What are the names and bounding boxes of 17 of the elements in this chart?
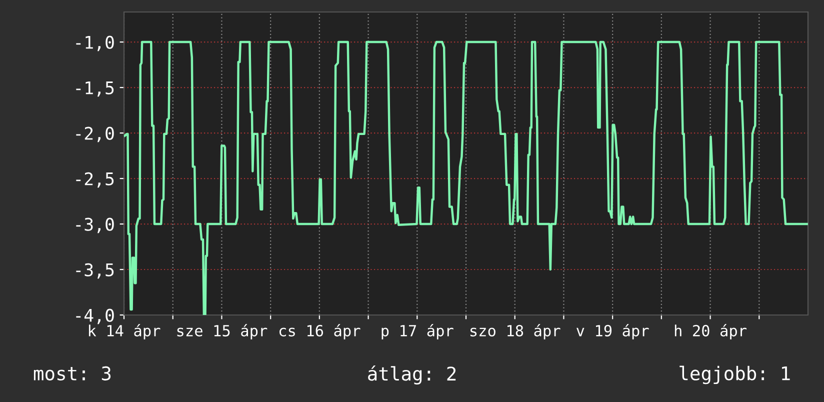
x-tick-label: k 14 ápr — [88, 324, 160, 340]
text: legjobb: 1 — [680, 366, 790, 384]
text: most: 3 — [34, 366, 111, 380]
y-tick-label: -2,5 — [76, 172, 114, 188]
x-tick-label: h 20 ápr — [674, 324, 746, 340]
y-tick-label: -3,5 — [76, 263, 114, 279]
x-tick-label: v 19 ápr — [576, 324, 649, 340]
x-tick-label: szo 18 ápr — [470, 324, 560, 340]
y-tick-label: -1,0 — [76, 36, 114, 52]
y-tick-label: -2,0 — [76, 126, 114, 142]
y-tick-label: -1,5 — [76, 82, 114, 97]
y-tick-label: -3,0 — [76, 218, 114, 234]
y-tick-label: -4,0 — [76, 308, 114, 324]
x-tick-label: sze 15 ápr — [177, 324, 268, 340]
x-tick-label: cs 16 ápr — [279, 324, 360, 340]
text: átlag: 2 — [368, 365, 456, 385]
x-tick-label: p 17 ápr — [382, 324, 454, 340]
